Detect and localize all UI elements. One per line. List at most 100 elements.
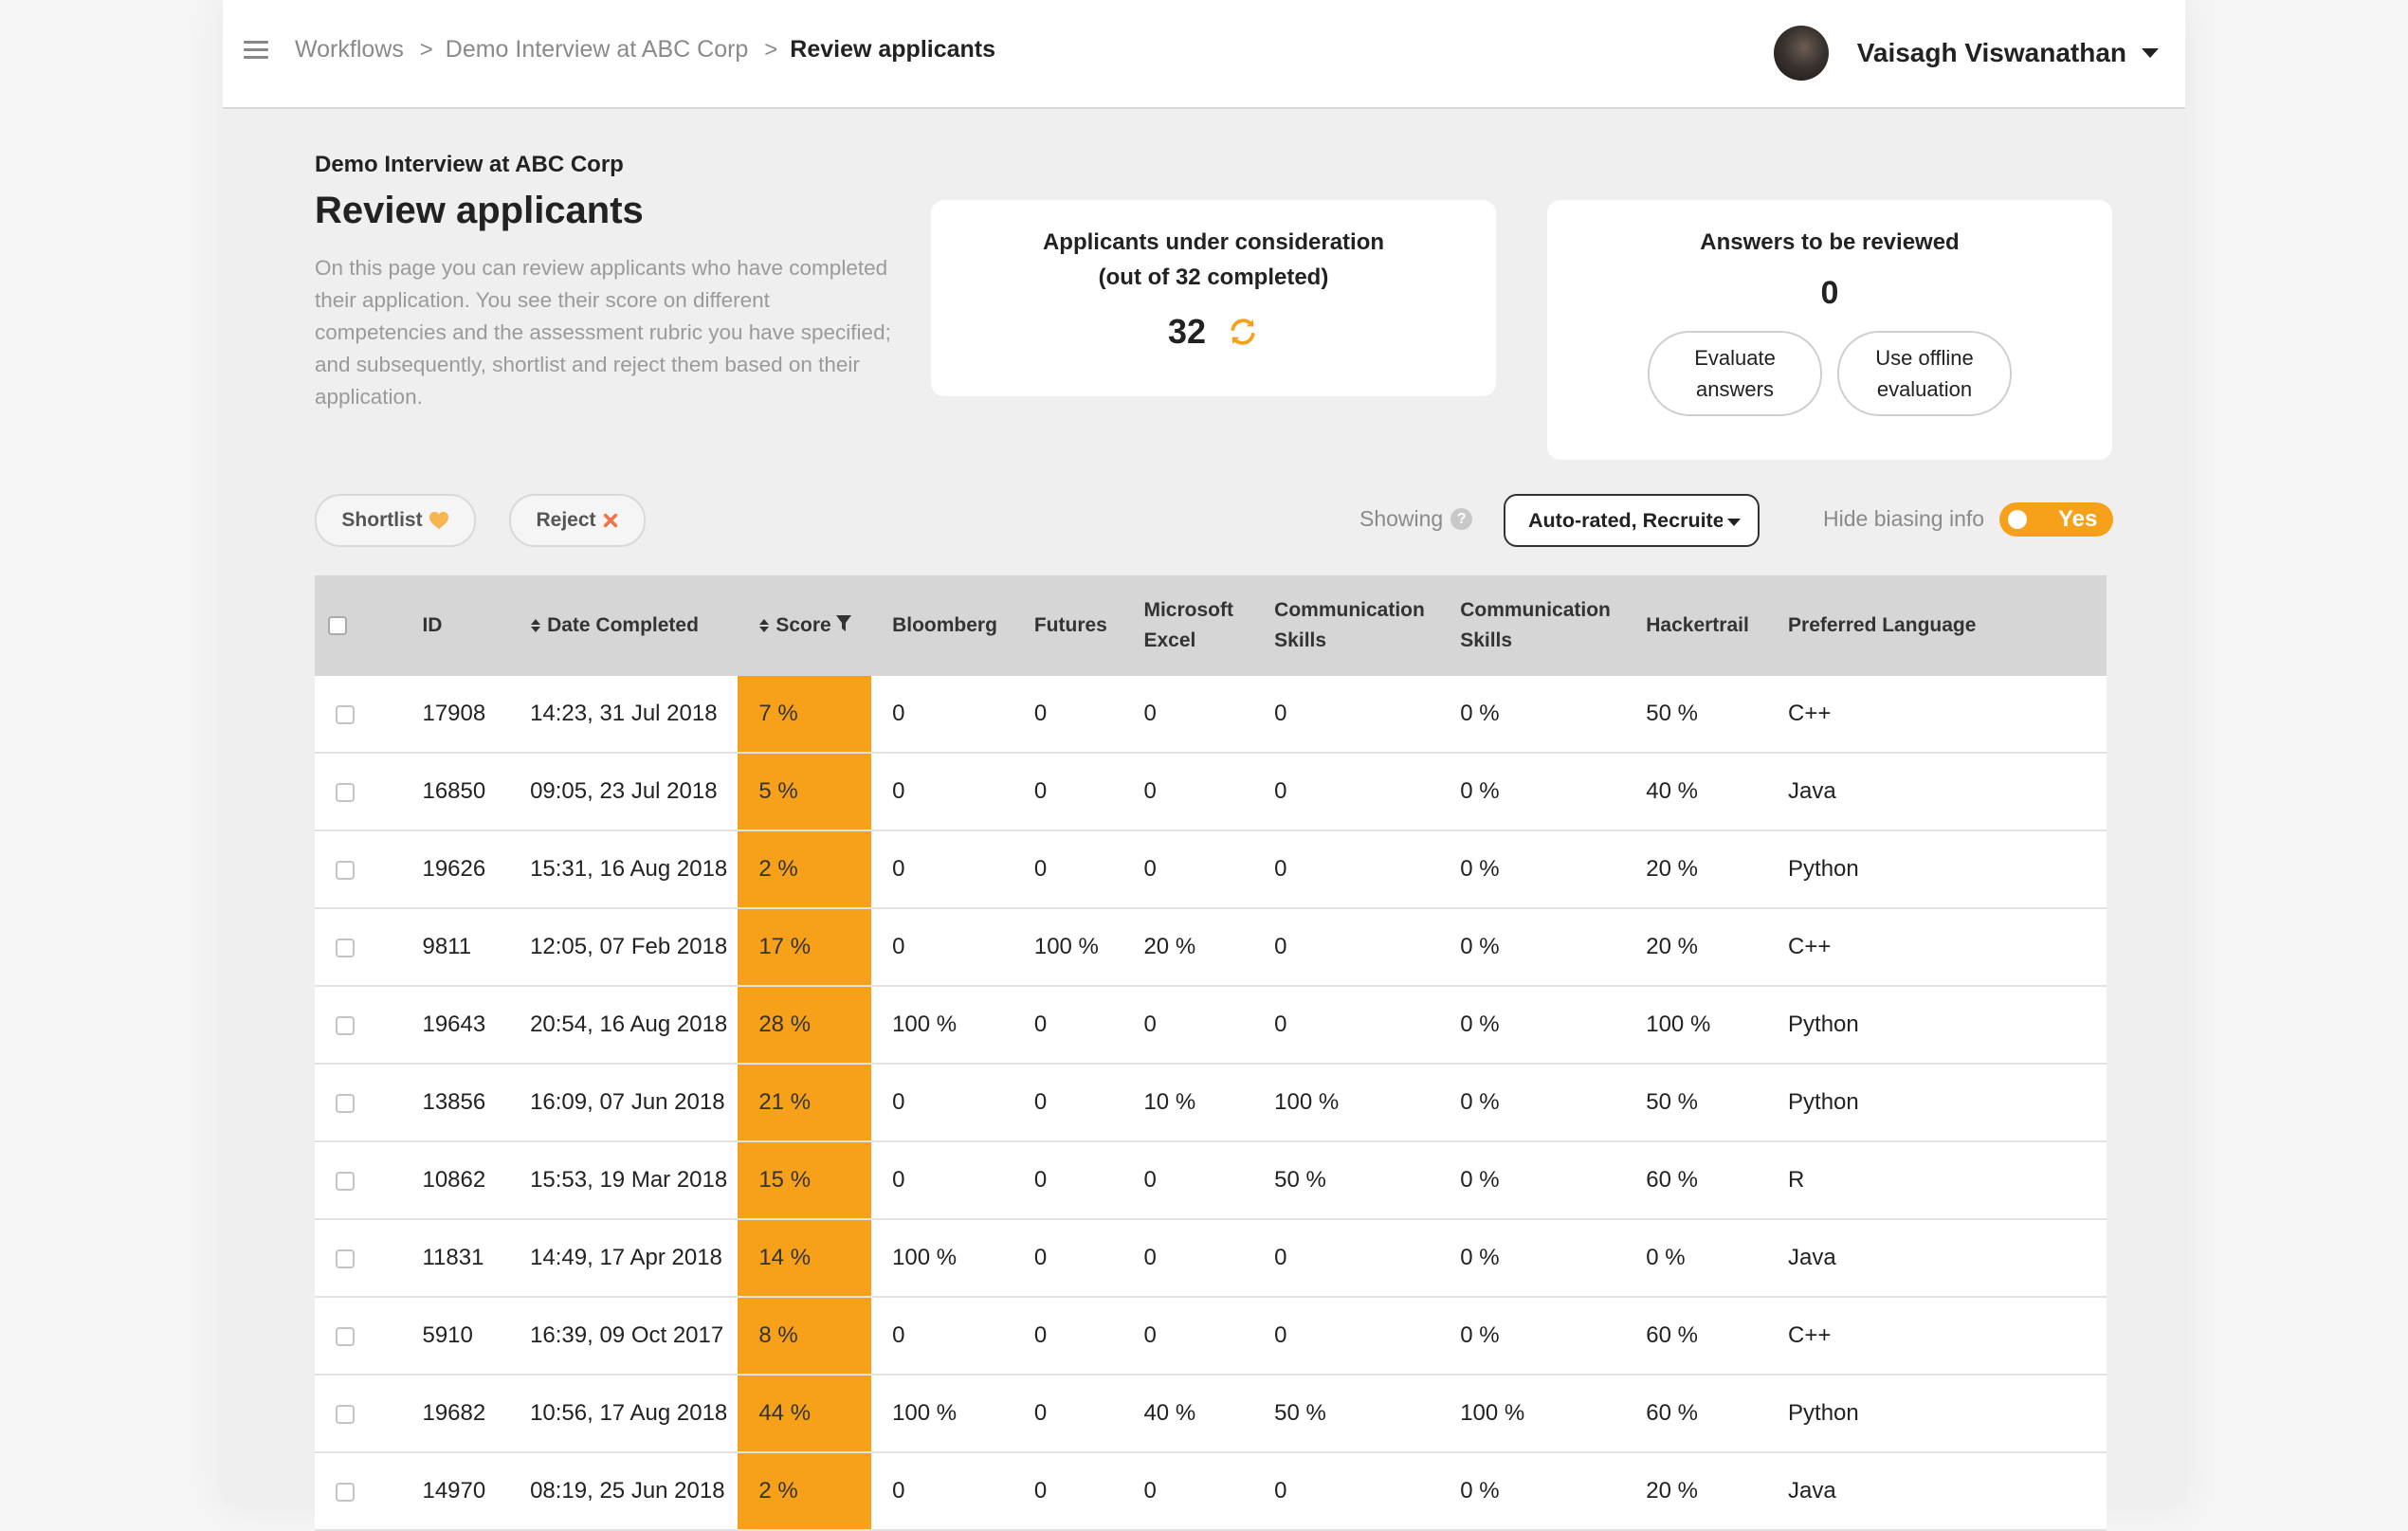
hide-biasing-toggle[interactable]: Yes bbox=[1999, 502, 2113, 537]
cell-bloomberg: 100 % bbox=[871, 986, 1013, 1065]
cell-preferred-language-value: Python bbox=[1788, 856, 1859, 882]
cell-date-completed-value: 09:05, 23 Jul 2018 bbox=[530, 778, 718, 804]
offline-evaluation-label-line1: Use offline bbox=[1875, 346, 1974, 370]
header-select-all bbox=[315, 575, 402, 676]
row-checkbox[interactable] bbox=[336, 1015, 355, 1035]
column-header-score[interactable]: Score bbox=[738, 575, 872, 676]
cell-score: 14 % bbox=[738, 1219, 872, 1298]
cell-preferred-language-value: Python bbox=[1788, 1012, 1859, 1037]
column-header-id[interactable]: ID bbox=[401, 575, 510, 676]
table-row[interactable]: 16850 09:05, 23 Jul 2018 5 % 0 0 0 0 0 % 40 % Jav… bbox=[315, 753, 2107, 831]
table-row[interactable]: 9811 12:05, 07 Feb 2018 17 % 0 100 % 20 % 0 0 %… bbox=[315, 908, 2107, 987]
cell-hackertrail-value: 50 % bbox=[1646, 701, 1698, 726]
cell-communication-skills-2: 0 % bbox=[1439, 986, 1626, 1065]
page-description: On this page you can review applicants w… bbox=[315, 256, 891, 409]
cell-communication-skills-1-value: 0 bbox=[1274, 856, 1287, 882]
cell-microsoft-excel: 0 bbox=[1122, 1297, 1254, 1376]
evaluate-answers-button[interactable]: Evaluate answers bbox=[1648, 331, 1822, 416]
cell-bloomberg-value: 0 bbox=[892, 1167, 905, 1193]
cell-id-value: 10862 bbox=[422, 1167, 486, 1193]
cell-id-value: 13856 bbox=[422, 1089, 486, 1115]
cell-bloomberg-value: 0 bbox=[892, 778, 905, 804]
row-select-cell bbox=[315, 1141, 402, 1220]
column-header-line2: Excel bbox=[1143, 629, 1196, 651]
cell-preferred-language-value: C++ bbox=[1788, 1322, 1832, 1348]
offline-evaluation-button[interactable]: Use offline evaluation bbox=[1837, 331, 2012, 416]
cell-communication-skills-2: 0 % bbox=[1439, 676, 1626, 754]
row-select-cell bbox=[315, 830, 402, 909]
column-header-date[interactable]: Date Completed bbox=[509, 575, 739, 676]
cell-score: 5 % bbox=[738, 753, 872, 831]
cell-bloomberg: 0 bbox=[871, 753, 1013, 831]
cell-score: 2 % bbox=[738, 1452, 872, 1531]
column-header-futures: Futures bbox=[1012, 575, 1123, 676]
cell-bloomberg-value: 0 bbox=[892, 701, 905, 726]
shortlist-button[interactable]: Shortlist bbox=[315, 494, 476, 547]
showing-filter-label: Showing ? bbox=[1359, 506, 1473, 532]
reject-button[interactable]: Reject bbox=[509, 494, 646, 547]
cell-communication-skills-2-value: 0 % bbox=[1460, 1478, 1500, 1504]
user-menu[interactable]: Vaisagh Viswanathan bbox=[1773, 25, 2159, 82]
showing-filter-select[interactable]: Auto-rated, Recruiter-rated bbox=[1504, 494, 1760, 547]
evaluate-answers-label-line2: answers bbox=[1696, 377, 1774, 401]
cell-hackertrail-value: 100 % bbox=[1646, 1012, 1711, 1037]
row-checkbox[interactable] bbox=[336, 782, 355, 802]
row-checkbox[interactable] bbox=[336, 1326, 355, 1346]
table-row[interactable]: 10862 15:53, 19 Mar 2018 15 % 0 0 0 50 % 0 % 60 … bbox=[315, 1141, 2107, 1220]
row-checkbox[interactable] bbox=[336, 1171, 355, 1191]
hide-biasing-label: Hide biasing info bbox=[1823, 506, 1985, 531]
row-checkbox[interactable] bbox=[336, 1093, 355, 1113]
row-checkbox[interactable] bbox=[336, 704, 355, 724]
cell-microsoft-excel-value: 0 bbox=[1143, 856, 1157, 882]
cell-hackertrail: 60 % bbox=[1625, 1141, 1768, 1220]
caret-down-icon bbox=[2142, 48, 2159, 58]
column-header-line1: Microsoft bbox=[1143, 599, 1233, 621]
cell-bloomberg: 0 bbox=[871, 676, 1013, 754]
row-checkbox[interactable] bbox=[336, 860, 355, 880]
applicants-count: 32 bbox=[1167, 312, 1207, 351]
cell-date-completed-value: 15:53, 19 Mar 2018 bbox=[530, 1167, 728, 1193]
heart-icon bbox=[429, 511, 448, 530]
cell-futures: 0 bbox=[1012, 1297, 1123, 1376]
cell-date-completed-value: 16:09, 07 Jun 2018 bbox=[530, 1089, 725, 1115]
cell-id: 17908 bbox=[401, 676, 510, 754]
table-row[interactable]: 17908 14:23, 31 Jul 2018 7 % 0 0 0 0 0 % 50 % C++ bbox=[315, 676, 2107, 754]
breadcrumb-interview[interactable]: Demo Interview at ABC Corp bbox=[445, 36, 749, 63]
sort-icon bbox=[759, 619, 770, 632]
help-icon[interactable]: ? bbox=[1450, 508, 1473, 530]
cell-communication-skills-2-value: 100 % bbox=[1460, 1400, 1525, 1426]
breadcrumb: Workflows > Demo Interview at ABC Corp >… bbox=[295, 36, 995, 64]
table-row[interactable]: 13856 16:09, 07 Jun 2018 21 % 0 0 10 % 100 % 0 … bbox=[315, 1064, 2107, 1142]
table-row[interactable]: 5910 16:39, 09 Oct 2017 8 % 0 0 0 0 0 % 60 % C++ bbox=[315, 1297, 2107, 1376]
cell-microsoft-excel-value: 0 bbox=[1143, 778, 1157, 804]
applicants-card-title-line1: Applicants under consideration bbox=[1042, 229, 1385, 255]
cell-hackertrail-value: 20 % bbox=[1646, 1478, 1698, 1504]
cell-id-value: 19682 bbox=[422, 1400, 486, 1426]
row-checkbox[interactable] bbox=[336, 1482, 355, 1502]
table-header-row: ID Date Completed Score Bloomberg Future… bbox=[315, 575, 2107, 676]
breadcrumb-workflows[interactable]: Workflows bbox=[295, 36, 404, 63]
table-row[interactable]: 19643 20:54, 16 Aug 2018 28 % 100 % 0 0 0 0 % 10… bbox=[315, 986, 2107, 1065]
row-checkbox[interactable] bbox=[336, 938, 355, 957]
cell-id: 11831 bbox=[401, 1219, 510, 1298]
select-all-checkbox[interactable] bbox=[328, 616, 347, 636]
cell-microsoft-excel-value: 0 bbox=[1143, 1478, 1157, 1504]
refresh-icon[interactable] bbox=[1227, 316, 1259, 348]
row-checkbox[interactable] bbox=[336, 1248, 355, 1268]
row-checkbox[interactable] bbox=[336, 1404, 355, 1424]
table-row[interactable]: 19626 15:31, 16 Aug 2018 2 % 0 0 0 0 0 % 20 % Pyt… bbox=[315, 830, 2107, 909]
cell-communication-skills-2-value: 0 % bbox=[1460, 934, 1500, 959]
hamburger-menu-icon[interactable] bbox=[244, 41, 268, 62]
table-row[interactable]: 11831 14:49, 17 Apr 2018 14 % 100 % 0 0 0 0 % 0 … bbox=[315, 1219, 2107, 1298]
cell-hackertrail-value: 20 % bbox=[1646, 856, 1698, 882]
cell-preferred-language: Python bbox=[1767, 830, 2107, 909]
cell-microsoft-excel: 0 bbox=[1122, 753, 1254, 831]
table-row[interactable]: 19682 10:56, 17 Aug 2018 44 % 100 % 0 40 % 50 … bbox=[315, 1375, 2107, 1453]
table-row[interactable]: 14970 08:19, 25 Jun 2018 2 % 0 0 0 0 0 % 20 % Jav… bbox=[315, 1452, 2107, 1531]
filter-icon[interactable] bbox=[835, 614, 852, 633]
cell-bloomberg: 100 % bbox=[871, 1219, 1013, 1298]
column-header-score-label: Score bbox=[775, 614, 831, 636]
cell-communication-skills-2: 0 % bbox=[1439, 830, 1626, 909]
offline-evaluation-label-line2: evaluation bbox=[1876, 377, 1973, 401]
cell-bloomberg-value: 0 bbox=[892, 856, 905, 882]
